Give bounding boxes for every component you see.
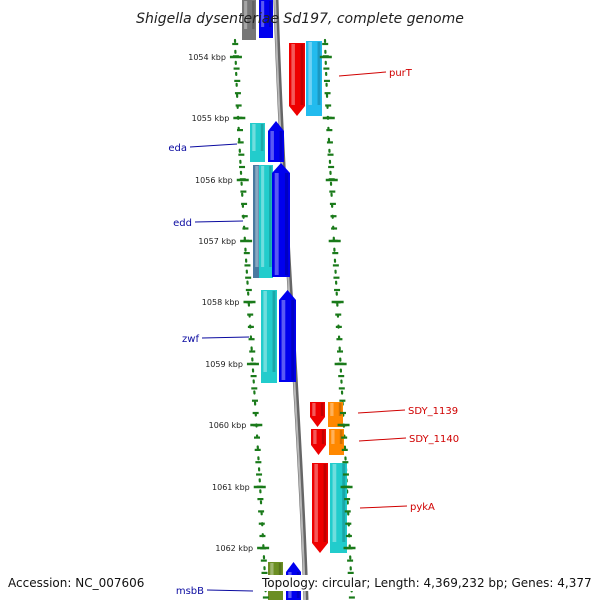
accession-text: Accession: NC_007606 bbox=[8, 576, 144, 590]
gene-arrow-eda-cyan bbox=[250, 123, 265, 162]
gene-label-right: SDY_1140 bbox=[409, 434, 459, 445]
gene-arrow-SDY_1139-orange bbox=[328, 402, 343, 427]
gene-arrow-top-gray bbox=[242, 0, 256, 40]
kbp-label: 1055 kbp bbox=[192, 114, 230, 123]
gene-arrow-zwf-cyan bbox=[261, 290, 277, 383]
gene-label-left: edd bbox=[173, 218, 192, 229]
kbp-label: 1058 kbp bbox=[202, 298, 240, 307]
gene-arrows bbox=[242, 0, 347, 600]
gene-connector-left bbox=[189, 143, 238, 148]
gene-connector-right bbox=[358, 437, 407, 442]
gene-arrow-SDY_1140 bbox=[311, 429, 326, 455]
gene-arrow-eda bbox=[268, 121, 284, 162]
gene-arrow-zwf bbox=[279, 290, 296, 382]
labels-layer: 1054 kbp 1055 kbp 1056 kbp 1057 kbp 1058 kbp… bbox=[168, 53, 459, 597]
gene-arrow-SDY_1140-orange bbox=[329, 429, 344, 455]
gene-arrow-pykA bbox=[312, 463, 328, 553]
gene-connector-left bbox=[194, 220, 244, 223]
gene-connector-right bbox=[357, 409, 406, 414]
gene-arrow-pykA-cyan bbox=[330, 463, 347, 553]
gene-label-right: purT bbox=[389, 68, 413, 79]
gene-arrow-edd bbox=[272, 163, 290, 277]
footer-backdrop-left bbox=[6, 575, 146, 591]
kbp-label: 1060 kbp bbox=[209, 421, 247, 430]
topology-text: Topology: circular; Length: 4,369,232 bp… bbox=[261, 576, 592, 590]
map-title: Shigella dysenteriae Sd197, complete gen… bbox=[136, 11, 464, 27]
gene-arrow-purT bbox=[289, 43, 305, 116]
gene-connector-right bbox=[359, 505, 408, 509]
kbp-label: 1056 kbp bbox=[195, 176, 233, 185]
kbp-label: 1061 kbp bbox=[212, 483, 250, 492]
gene-arrow-SDY_1139 bbox=[310, 402, 325, 427]
gene-label-left: msbB bbox=[176, 586, 204, 597]
gene-arrow-top-blue bbox=[259, 0, 273, 38]
gene-connector-left bbox=[201, 336, 250, 339]
scale-ticks bbox=[229, 42, 356, 599]
gene-label-left: zwf bbox=[182, 334, 199, 345]
gene-label-right: SDY_1139 bbox=[408, 406, 458, 417]
kbp-label: 1054 kbp bbox=[188, 53, 226, 62]
gene-arrow-edd-cyan bbox=[259, 165, 273, 278]
kbp-label: 1062 kbp bbox=[215, 544, 253, 553]
kbp-label: 1057 kbp bbox=[198, 237, 236, 246]
gene-label-left: eda bbox=[168, 143, 187, 154]
footer-backdrop-right bbox=[259, 575, 594, 591]
kbp-label: 1059 kbp bbox=[205, 360, 243, 369]
gene-connector-right bbox=[338, 71, 387, 77]
gene-label-right: pykA bbox=[410, 502, 435, 513]
gene-connector-left bbox=[206, 589, 254, 592]
gene-arrow-purT-cyan bbox=[306, 41, 322, 116]
